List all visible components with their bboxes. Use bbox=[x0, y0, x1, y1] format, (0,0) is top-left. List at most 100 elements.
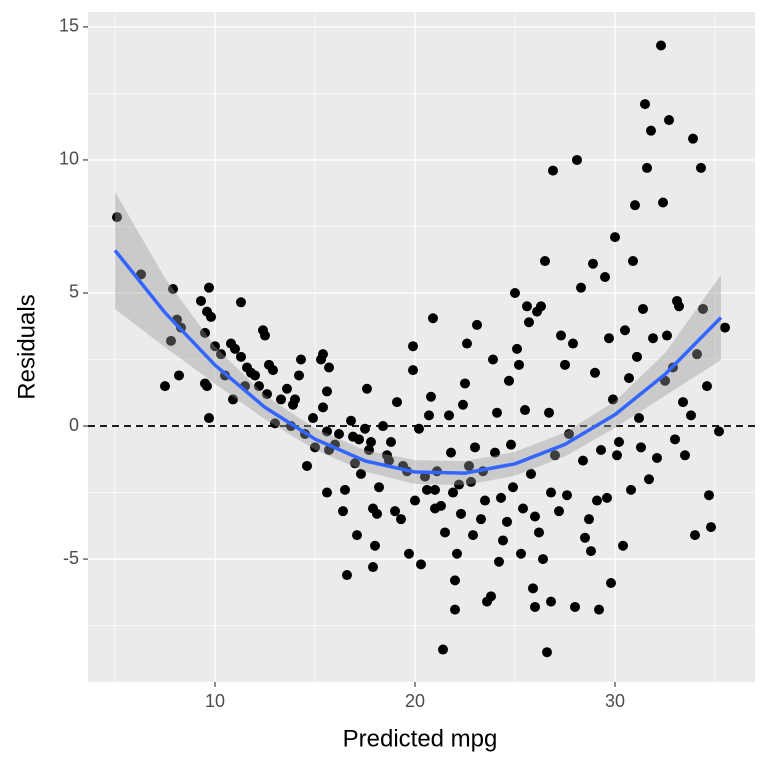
point bbox=[720, 322, 730, 333]
point bbox=[206, 311, 216, 322]
point bbox=[204, 413, 214, 424]
point bbox=[254, 381, 264, 392]
point bbox=[702, 381, 712, 392]
point bbox=[236, 297, 246, 308]
point bbox=[680, 450, 690, 461]
point bbox=[706, 522, 716, 533]
point bbox=[362, 383, 372, 394]
point bbox=[638, 303, 648, 314]
point bbox=[440, 527, 450, 538]
point bbox=[390, 506, 400, 517]
point bbox=[538, 554, 548, 565]
point bbox=[282, 383, 292, 394]
point bbox=[236, 351, 246, 362]
point bbox=[242, 362, 252, 373]
point bbox=[294, 370, 304, 381]
point bbox=[168, 283, 178, 294]
point bbox=[692, 349, 702, 360]
point bbox=[634, 413, 644, 424]
point bbox=[228, 394, 238, 405]
point bbox=[308, 413, 318, 424]
point bbox=[636, 442, 646, 453]
point bbox=[506, 439, 516, 450]
point bbox=[480, 495, 490, 506]
point bbox=[502, 516, 512, 527]
point bbox=[504, 375, 514, 386]
point bbox=[608, 394, 618, 405]
confidence-band bbox=[665, 274, 721, 396]
point bbox=[524, 317, 534, 328]
point bbox=[534, 527, 544, 538]
x-tick-label: 10 bbox=[205, 691, 225, 711]
point bbox=[570, 601, 580, 612]
point bbox=[322, 426, 332, 437]
point bbox=[646, 125, 656, 136]
point bbox=[348, 431, 358, 442]
point bbox=[302, 460, 312, 471]
point bbox=[630, 200, 640, 211]
point bbox=[512, 343, 522, 354]
point bbox=[472, 319, 482, 330]
point bbox=[458, 399, 468, 410]
point bbox=[536, 301, 546, 312]
point bbox=[318, 349, 328, 360]
point bbox=[230, 343, 240, 354]
point bbox=[202, 381, 212, 392]
point bbox=[492, 407, 502, 418]
point bbox=[586, 546, 596, 557]
point bbox=[310, 442, 320, 453]
point bbox=[456, 508, 466, 519]
point bbox=[568, 338, 578, 349]
point bbox=[352, 530, 362, 541]
point bbox=[698, 303, 708, 314]
point bbox=[374, 482, 384, 493]
point bbox=[670, 434, 680, 445]
point bbox=[704, 490, 714, 501]
point bbox=[452, 548, 462, 559]
y-tick-label: 5 bbox=[69, 282, 79, 302]
point bbox=[584, 514, 594, 525]
point bbox=[546, 487, 556, 498]
point bbox=[624, 373, 634, 384]
point bbox=[368, 562, 378, 573]
point bbox=[674, 301, 684, 312]
point bbox=[518, 503, 528, 514]
point bbox=[448, 487, 458, 498]
point bbox=[372, 508, 382, 519]
y-tick-label: 10 bbox=[59, 149, 79, 169]
point bbox=[250, 370, 260, 381]
point bbox=[450, 604, 460, 615]
point bbox=[652, 452, 662, 463]
point bbox=[422, 484, 432, 495]
smooth-line bbox=[113, 249, 723, 475]
point bbox=[360, 423, 370, 434]
point bbox=[520, 405, 530, 416]
point bbox=[618, 540, 628, 551]
point bbox=[560, 359, 570, 370]
point bbox=[408, 341, 418, 352]
point bbox=[486, 591, 496, 602]
point bbox=[444, 410, 454, 421]
x-tick-label: 30 bbox=[605, 691, 625, 711]
point bbox=[656, 40, 666, 51]
point bbox=[620, 325, 630, 336]
point bbox=[600, 272, 610, 283]
point bbox=[516, 548, 526, 559]
point bbox=[334, 429, 344, 440]
point bbox=[588, 258, 598, 269]
point bbox=[644, 474, 654, 485]
y-tick-label: 0 bbox=[69, 415, 79, 435]
point bbox=[498, 535, 508, 546]
point bbox=[378, 421, 388, 432]
point bbox=[454, 479, 464, 490]
point bbox=[602, 492, 612, 503]
point bbox=[546, 596, 556, 607]
point bbox=[414, 423, 424, 434]
point bbox=[396, 514, 406, 525]
point bbox=[648, 333, 658, 344]
y-tick-label: 15 bbox=[59, 16, 79, 36]
confidence-band bbox=[615, 353, 665, 428]
point bbox=[268, 365, 278, 376]
confidence-band bbox=[215, 346, 265, 420]
point bbox=[318, 402, 328, 413]
